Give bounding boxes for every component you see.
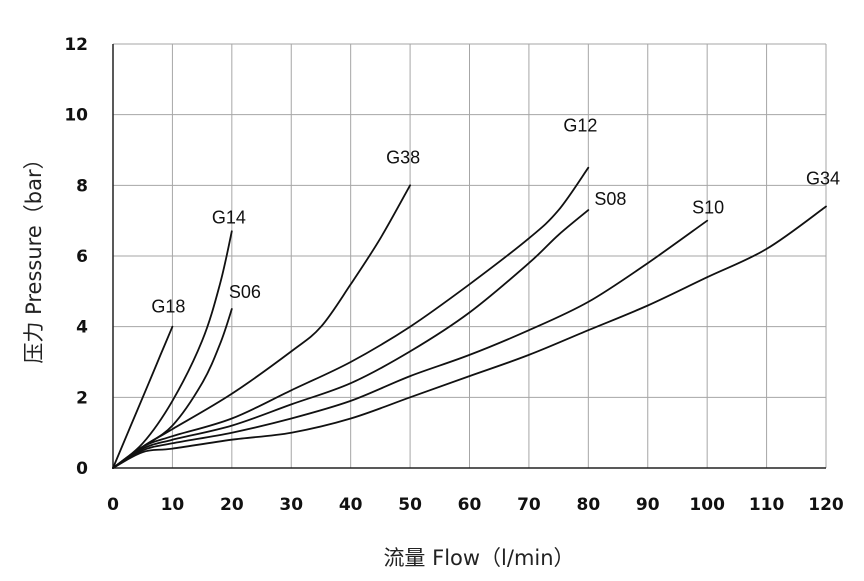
- x-tick-label: 50: [398, 495, 422, 515]
- series-line-g34: [112, 205, 827, 469]
- series-label-g18: G18: [151, 297, 185, 317]
- grid-layer: [113, 43, 827, 468]
- x-tick-label: 60: [458, 495, 482, 515]
- x-tick-label: 0: [107, 495, 119, 515]
- y-tick-label: 6: [76, 247, 88, 267]
- x-tick-label: 100: [689, 495, 725, 515]
- series-label-s10: S10: [692, 198, 724, 218]
- series-labels: G18 G14 S06 G38 G12 S08 S10 G34: [151, 116, 840, 317]
- x-tick-label: 80: [576, 495, 600, 515]
- y-axis-title: 压力 Pressure（bar）: [22, 148, 46, 363]
- tick-labels: 0 10 20 30 40 50 60 70 80 90 100 110 120 0 2 4 6 8 10 12: [64, 35, 844, 515]
- x-tick-label: 120: [808, 495, 844, 515]
- series-label-s06: S06: [229, 282, 261, 302]
- x-tick-label: 40: [339, 495, 363, 515]
- y-tick-label: 0: [76, 459, 88, 479]
- series-label-g38: G38: [386, 147, 420, 167]
- x-tick-label: 30: [279, 495, 303, 515]
- series-layer: [112, 166, 827, 469]
- x-tick-label: 10: [161, 495, 185, 515]
- y-tick-label: 12: [64, 35, 88, 55]
- series-line-g18: [112, 325, 174, 469]
- x-tick-label: 20: [220, 495, 244, 515]
- series-line-g12: [112, 166, 590, 469]
- series-line-s10: [112, 219, 709, 469]
- series-label-g34: G34: [806, 169, 840, 189]
- y-tick-label: 2: [76, 388, 88, 408]
- x-tick-label: 110: [749, 495, 785, 515]
- y-tick-label: 8: [76, 176, 88, 196]
- series-line-s08: [112, 209, 590, 469]
- series-line-g14: [112, 230, 233, 469]
- y-tick-label: 10: [64, 106, 88, 126]
- y-tick-label: 4: [76, 318, 88, 338]
- axis-layer: [112, 44, 826, 469]
- x-axis-title: 流量 Flow（l/min）: [383, 546, 574, 570]
- series-line-g38: [112, 184, 411, 469]
- series-label-g14: G14: [212, 207, 246, 227]
- series-label-s08: S08: [594, 189, 626, 209]
- series-label-g12: G12: [563, 116, 597, 136]
- x-tick-label: 90: [636, 495, 660, 515]
- x-tick-label: 70: [517, 495, 541, 515]
